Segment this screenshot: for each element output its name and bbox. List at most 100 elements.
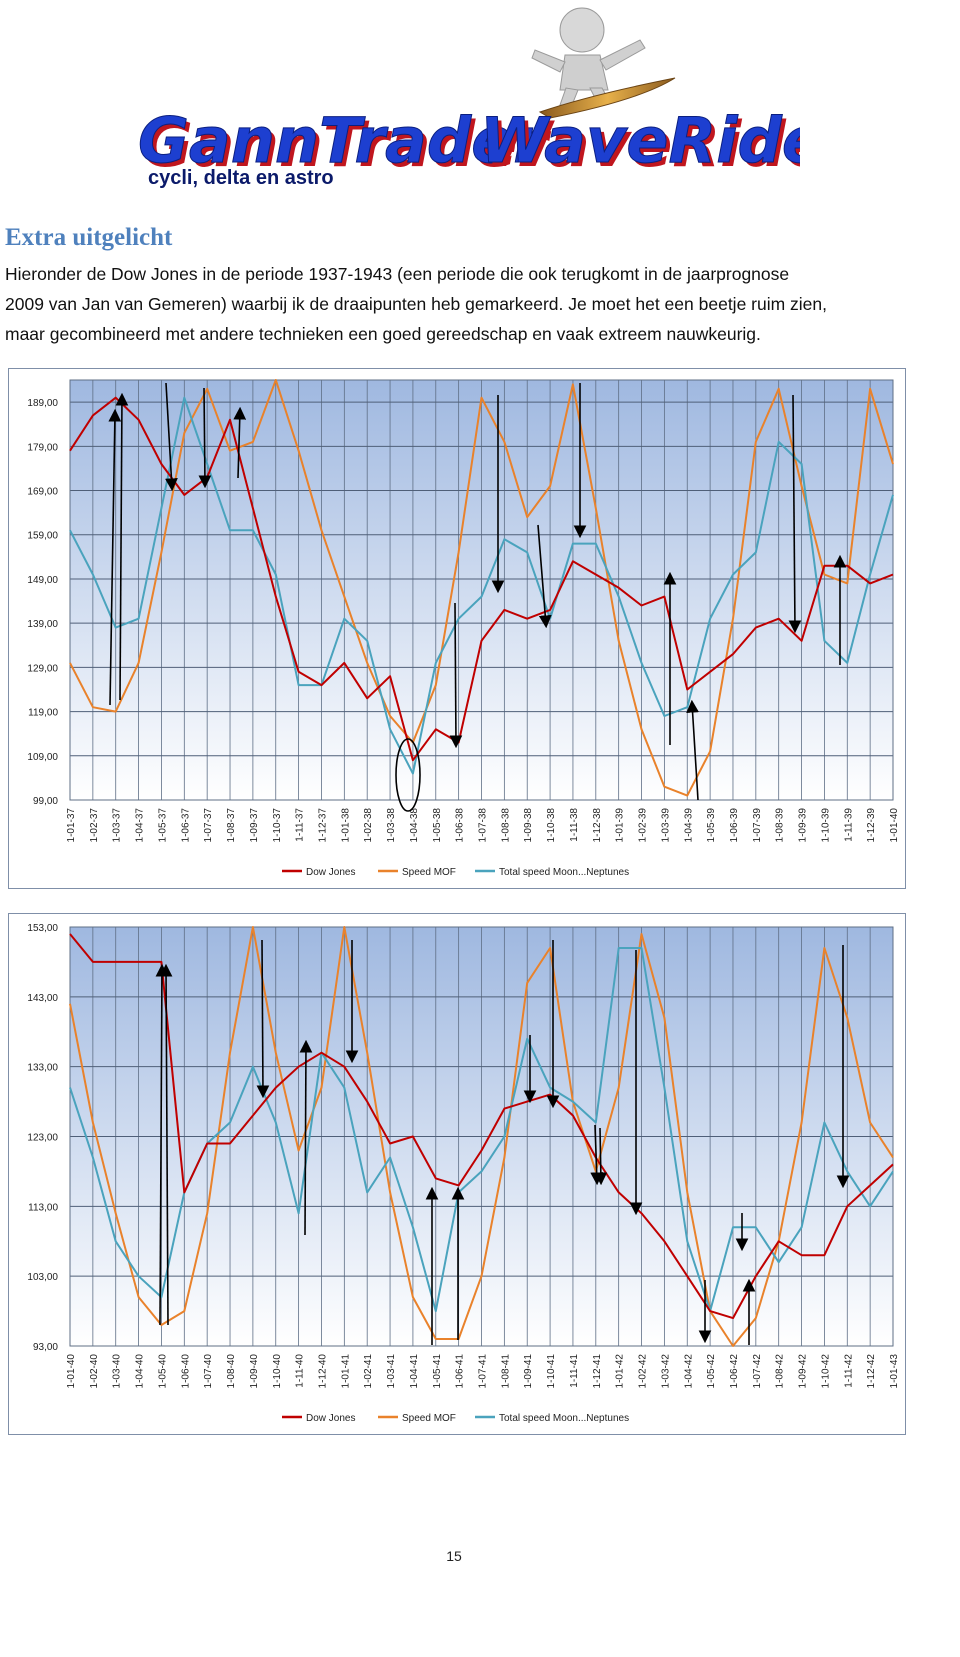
y-tick-label: 99,00	[33, 796, 58, 807]
x-tick-label: 1-06-37	[180, 808, 191, 843]
surfer-figure	[531, 7, 676, 119]
legend-label: Dow Jones	[306, 867, 355, 878]
x-tick-label: 1-10-42	[820, 1354, 831, 1389]
y-tick-label: 113,00	[28, 1202, 58, 1213]
x-tick-label: 1-11-37	[295, 808, 306, 842]
series-line	[69, 933, 894, 1320]
x-tick-label: 1-10-37	[272, 808, 283, 843]
y-tick-label: 139,00	[27, 619, 58, 630]
x-tick-label: 1-06-42	[729, 1354, 740, 1389]
x-tick-label: 1-08-40	[226, 1354, 237, 1389]
x-tick-label: 1-10-39	[820, 808, 831, 843]
arrow	[537, 524, 552, 629]
charts: 1-01-37 1-02-37 1-03-37 1-04-37 1-05-37 1-06-…	[8, 368, 906, 1435]
plot-border	[69, 926, 894, 1347]
x-tick-label: 1-11-38	[569, 808, 580, 842]
plot-border	[69, 379, 894, 801]
x-tick-label: 1-11-41	[569, 1354, 580, 1388]
heading: Extra uitgelicht	[5, 224, 173, 251]
x-tick-label: 1-06-41	[455, 1354, 466, 1389]
arrow	[788, 394, 802, 634]
series-line	[69, 396, 894, 775]
x-tick-label: 1-04-37	[135, 808, 146, 843]
x-tick-label: 1-08-41	[500, 1354, 511, 1389]
legend-label: Total speed Moon...Neptunes	[499, 867, 629, 878]
x-tick-label: 1-05-42	[706, 1354, 717, 1389]
x-tick-label: 1-04-41	[409, 1354, 420, 1389]
arrow	[256, 939, 270, 1099]
legend-label: Total speed Moon...Neptunes	[499, 1413, 629, 1424]
circle-marker	[395, 738, 421, 812]
legend-label: Dow Jones	[306, 1413, 355, 1424]
x-tick-label: 1-06-39	[729, 808, 740, 843]
x-tick-label: 1-02-40	[89, 1354, 100, 1389]
x-tick-label: 1-03-37	[112, 808, 123, 843]
page-number: 15	[446, 1548, 462, 1564]
x-tick-label: 1-01-39	[615, 808, 626, 843]
arrow	[594, 1127, 608, 1186]
annotations	[108, 382, 850, 1345]
x-tick-label: 1-09-41	[523, 1354, 534, 1389]
x-tick-label: 1-01-43	[889, 1354, 900, 1389]
arrow	[115, 392, 129, 701]
arrow	[108, 408, 122, 706]
paragraph-line: Hieronder de Dow Jones in de periode 193…	[5, 264, 790, 284]
paragraph: Hieronder de Dow Jones in de periode 193…	[5, 259, 955, 349]
arrow	[233, 406, 247, 479]
x-tick-label: 1-06-38	[455, 808, 466, 843]
series-line	[69, 379, 894, 797]
paragraph-line: maar gecombineerd met andere technieken …	[5, 324, 761, 344]
x-tick-label: 1-01-41	[340, 1354, 351, 1389]
arrow	[299, 1039, 313, 1236]
x-tick-label: 1-09-42	[798, 1354, 809, 1389]
arrow	[159, 963, 173, 1326]
x-tick-label: 1-01-40	[66, 1354, 77, 1389]
y-tick-label: 153,00	[27, 923, 58, 934]
x-tick-label: 1-07-38	[478, 808, 489, 843]
arrow	[449, 602, 463, 749]
x-tick-label: 1-09-37	[249, 808, 260, 843]
y-tick-label: 159,00	[27, 531, 58, 542]
x-tick-label: 1-05-39	[706, 808, 717, 843]
x-tick-label: 1-02-37	[89, 808, 100, 843]
logo: GannTrader GannTrader WaveRider WaveRide…	[138, 7, 800, 189]
arrow	[686, 699, 699, 801]
arrow	[165, 382, 178, 492]
logo-word: GannTrader	[138, 104, 547, 177]
x-tick-label: 1-05-37	[157, 808, 168, 843]
x-tick-label: 1-03-42	[660, 1354, 671, 1389]
x-tick-label: 1-04-39	[683, 808, 694, 843]
y-tick-label: 179,00	[27, 442, 58, 453]
legend-label: Speed MOF	[402, 867, 456, 878]
y-tick-label: 109,00	[27, 752, 58, 763]
x-tick-label: 1-07-40	[203, 1354, 214, 1389]
x-tick-label: 1-09-40	[249, 1354, 260, 1389]
x-tick-label: 1-06-40	[180, 1354, 191, 1389]
x-tick-label: 1-09-39	[798, 808, 809, 843]
logo-tagline: cycli, delta en astro	[148, 167, 334, 189]
y-tick-label: 133,00	[27, 1063, 58, 1074]
x-tick-label: 1-04-40	[135, 1354, 146, 1389]
x-tick-label: 1-08-42	[775, 1354, 786, 1389]
x-tick-label: 1-01-37	[66, 808, 77, 843]
x-tick-label: 1-01-38	[340, 808, 351, 843]
x-tick-label: 1-12-40	[317, 1354, 328, 1389]
x-tick-label: 1-08-37	[226, 808, 237, 843]
x-tick-label: 1-02-38	[363, 808, 374, 843]
x-tick-label: 1-08-38	[500, 808, 511, 843]
y-tick-label: 123,00	[27, 1133, 58, 1144]
x-tick-label: 1-02-39	[638, 808, 649, 843]
logo-word: WaveRider	[480, 104, 800, 177]
arrow	[155, 963, 169, 1326]
x-tick-label: 1-07-39	[752, 808, 763, 843]
y-tick-label: 189,00	[27, 398, 58, 409]
legend-label: Speed MOF	[402, 1413, 456, 1424]
x-tick-label: 1-07-42	[752, 1354, 763, 1389]
x-tick-label: 1-11-42	[843, 1354, 854, 1388]
x-tick-label: 1-01-42	[615, 1354, 626, 1389]
y-tick-label: 93,00	[33, 1342, 58, 1353]
x-tick-label: 1-05-41	[432, 1354, 443, 1389]
x-tick-label: 1-03-38	[386, 808, 397, 843]
x-tick-label: 1-02-41	[363, 1354, 374, 1389]
